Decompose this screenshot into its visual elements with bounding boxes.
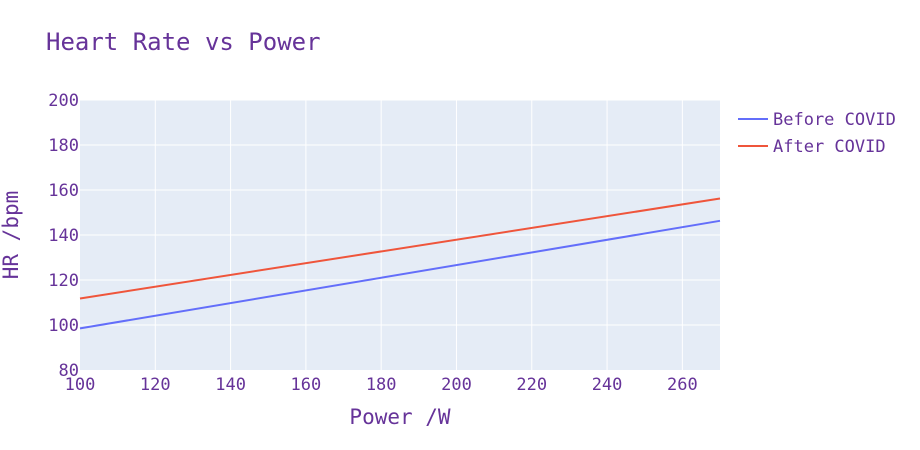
x-tick-label: 100 [65,375,96,395]
legend-item-label[interactable]: After COVID [773,137,886,157]
y-tick-label: 120 [48,271,79,291]
chart-title: Heart Rate vs Power [46,28,321,56]
y-tick-label: 80 [59,361,79,381]
x-tick-label: 180 [366,375,397,395]
x-tick-label: 200 [441,375,472,395]
y-axis-title: HR /bpm [0,191,23,280]
y-tick-label: 140 [48,226,79,246]
x-tick-label: 220 [516,375,547,395]
x-tick-label: 140 [215,375,246,395]
series-line-1 [79,219,721,330]
legend-item-label[interactable]: Before COVID [773,110,896,130]
legend[interactable]: Before COVID After COVID [738,110,896,157]
y-tick-label: 100 [48,316,79,336]
x-tick-label: 160 [291,375,322,395]
x-axis-title: Power /W [349,405,451,429]
x-tick-labels: 100 120 140 160 180 200 220 240 260 [65,375,698,395]
gridlines [80,99,720,370]
x-tick-label: 120 [140,375,171,395]
y-tick-label: 160 [48,181,79,201]
y-tick-labels: 80 100 120 140 160 180 200 [48,91,79,381]
x-tick-label: 240 [592,375,623,395]
x-tick-label: 260 [667,375,698,395]
series-lines [79,197,721,330]
y-tick-label: 180 [48,136,79,156]
series-line-2 [79,197,721,300]
y-tick-label: 200 [48,91,79,111]
